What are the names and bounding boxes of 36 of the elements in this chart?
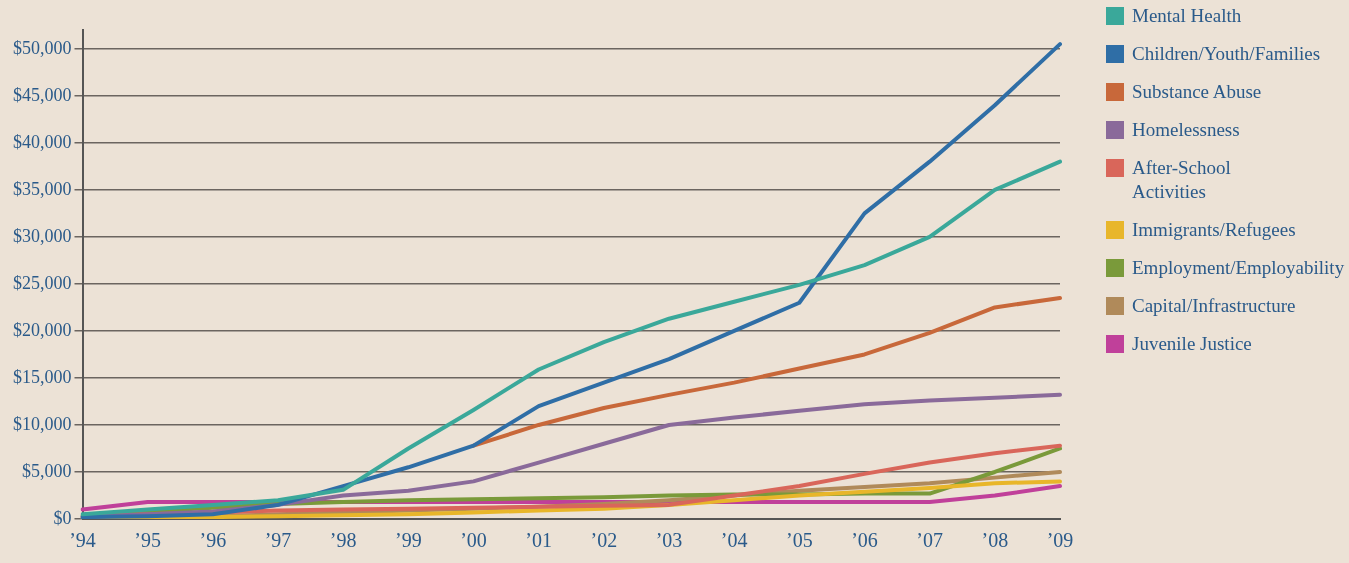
x-tick-label: ’04: [720, 529, 748, 552]
x-tick-label: ’98: [329, 529, 357, 552]
x-tick-label: ’06: [851, 529, 878, 552]
legend-label: Mental Health: [1132, 4, 1243, 28]
y-tick-label: $5,000: [22, 460, 72, 481]
y-tick-label: $15,000: [13, 366, 72, 387]
y-tick-label: $0: [53, 507, 72, 528]
legend-label: Homelessness: [1132, 118, 1241, 142]
x-tick-label: ’02: [590, 529, 618, 552]
x-tick-label: ’09: [1046, 529, 1074, 552]
x-tick-label: ’96: [199, 529, 227, 552]
x-tick-label: ’95: [134, 529, 161, 552]
x-tick-label: ’08: [981, 529, 1009, 552]
x-tick-label: ’97: [264, 529, 292, 552]
legend-label: Immigrants/Refugees: [1132, 218, 1296, 242]
x-tick-label: ’01: [525, 529, 552, 552]
legend-label: After-School Activities: [1132, 156, 1232, 204]
legend-label: Capital/Infrastructure: [1132, 294, 1296, 318]
x-tick-label: ’05: [786, 529, 813, 552]
legend-label: Employment/Employability: [1132, 256, 1345, 280]
y-tick-label: $30,000: [13, 225, 72, 246]
y-tick-label: $10,000: [13, 413, 72, 434]
y-tick-label: $50,000: [13, 37, 72, 58]
y-tick-label: $40,000: [13, 131, 72, 152]
x-tick-label: ’03: [655, 529, 683, 552]
x-tick-label: ’07: [916, 529, 943, 552]
y-tick-label: $20,000: [13, 319, 72, 340]
x-tick-label: ’00: [460, 529, 487, 552]
x-tick-label: ’94: [69, 529, 96, 552]
x-tick-label: ’99: [395, 529, 422, 552]
y-tick-label: $45,000: [13, 84, 72, 105]
legend-label: Substance Abuse: [1132, 80, 1263, 104]
legend-label: Children/Youth/Families: [1132, 42, 1321, 66]
legend-label: Juvenile Justice: [1132, 332, 1253, 356]
y-tick-label: $35,000: [13, 178, 72, 199]
y-tick-label: $25,000: [13, 272, 72, 293]
